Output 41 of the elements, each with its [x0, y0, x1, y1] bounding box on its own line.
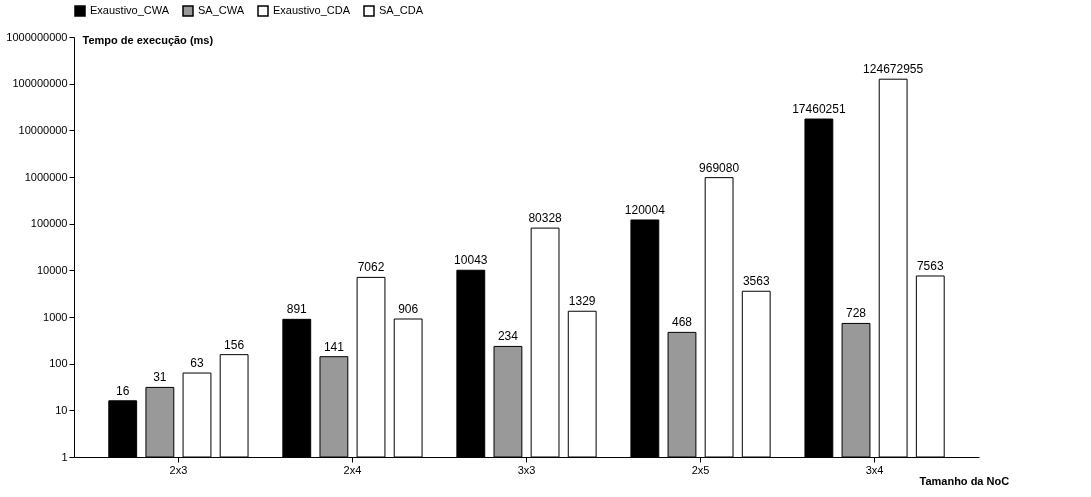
- y-tick-label: 100000000: [12, 77, 68, 90]
- data-label: 891: [286, 302, 308, 317]
- data-label: 3563: [742, 274, 770, 289]
- y-tick-label: 10000: [36, 263, 68, 276]
- y-tick-label: 1000000000: [6, 30, 68, 43]
- legend-label: SA_CWA: [198, 4, 245, 16]
- data-label: 156: [224, 337, 245, 352]
- data-label: 124672955: [863, 62, 924, 77]
- y-tick-label: 100: [49, 357, 68, 370]
- y-tick-label: 100000: [30, 217, 68, 230]
- data-label: 468: [671, 315, 693, 330]
- y-tick-label: 10000000: [18, 123, 68, 136]
- y-tick-label: 10: [55, 403, 68, 416]
- data-label: 63: [190, 356, 204, 371]
- data-label: 10043: [454, 253, 488, 268]
- x-tick-label: 3x4: [865, 463, 884, 476]
- x-tick-label: 2x4: [343, 463, 362, 476]
- legend-label: SA_CDA: [379, 4, 424, 16]
- x-tick-label: 2x5: [691, 463, 710, 476]
- data-label: 16: [116, 383, 130, 398]
- data-label: 141: [323, 339, 345, 354]
- x-tick-label: 2x3: [169, 463, 188, 476]
- y-tick-label: 1000: [43, 310, 68, 323]
- data-label: 120004: [624, 202, 666, 217]
- legend-label: Exaustivo_CDA: [273, 4, 351, 16]
- y-tick-label: 1000000: [24, 170, 68, 183]
- data-label: 80328: [528, 211, 563, 226]
- data-label: 906: [398, 302, 419, 316]
- y-tick-label: 1: [61, 450, 68, 463]
- data-label: 7062: [357, 260, 385, 275]
- data-label: 728: [846, 306, 867, 321]
- legend-label: Exaustivo_CWA: [90, 4, 170, 16]
- x-axis-title: Tamanho da NoC: [919, 474, 1010, 487]
- y-axis-title: Tempo de execução (ms): [82, 33, 214, 46]
- data-label: 31: [153, 370, 167, 385]
- data-label: 1329: [568, 294, 596, 309]
- data-label: 969080: [699, 160, 740, 175]
- data-label: 234: [497, 329, 519, 344]
- data-label: 7563: [916, 258, 944, 273]
- data-label: 17460251: [792, 102, 846, 117]
- x-tick-label: 3x3: [517, 463, 536, 476]
